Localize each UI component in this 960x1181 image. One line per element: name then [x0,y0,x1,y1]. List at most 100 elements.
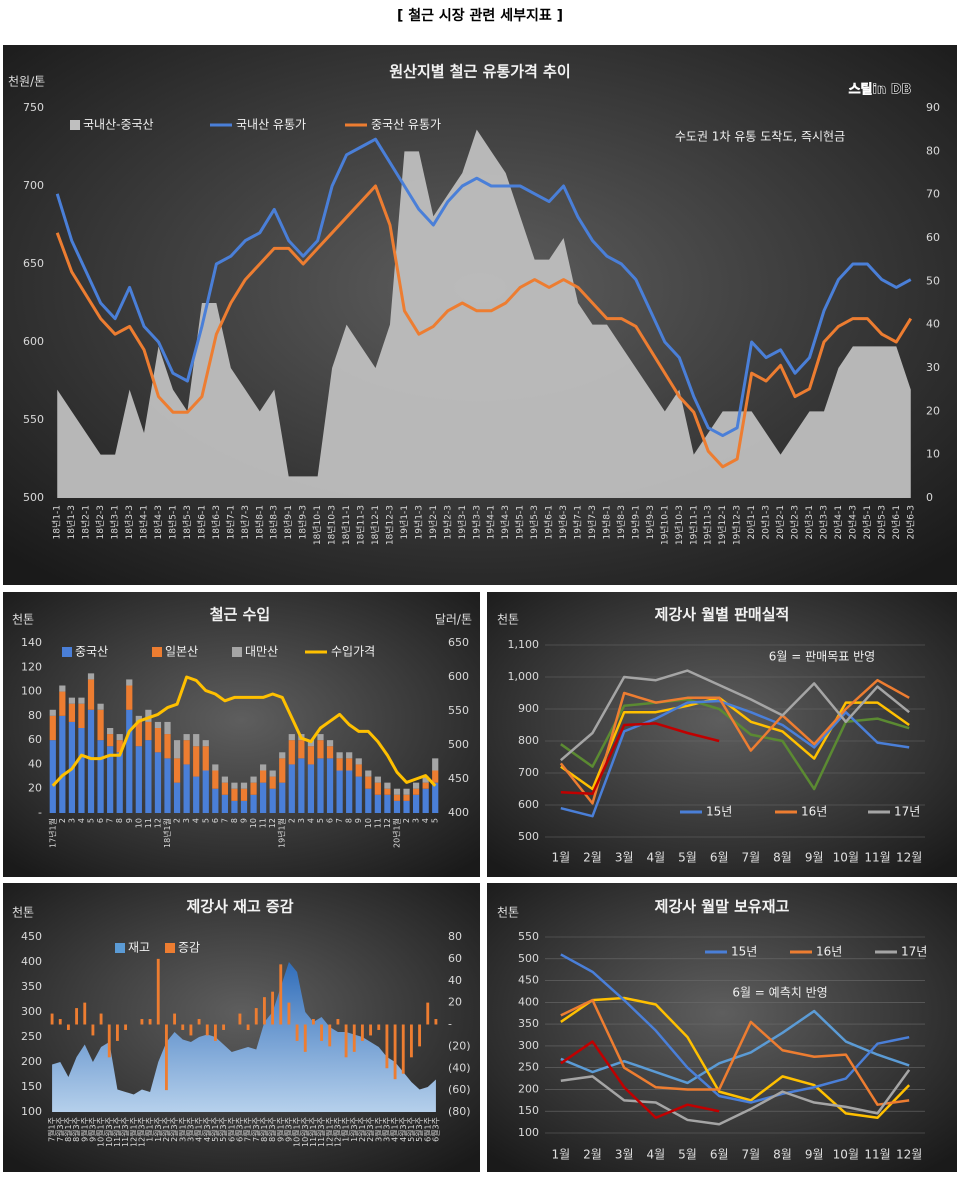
bar [68,697,76,704]
x-tick-label: 9 [240,818,249,823]
y2-tick-label: 30 [926,361,940,374]
x-tick-label: 9월3주 [283,1117,293,1142]
bar [107,734,114,747]
x-tick-label: 10월1주 [292,1117,302,1147]
x-tick-label: 12 [268,818,277,828]
annotation: 6월 = 판매목표 반영 [769,650,875,664]
bar [295,1024,299,1041]
bar [202,740,209,747]
bar [50,1013,54,1025]
x-tick-label: 10월3주 [104,1117,114,1147]
bar [97,740,104,813]
y-tick-label: 200 [518,1082,539,1095]
bar [87,709,95,813]
x-tick-label: 12월1주 [128,1117,138,1147]
x-tick-label: 8월 [773,851,792,865]
bar [126,679,133,686]
legend-marker [232,647,242,657]
y2-tick-label: 400 [448,806,469,819]
x-tick-label: 2월3주 [169,1117,179,1142]
bar [66,1024,70,1030]
x-tick-label: 20년3-3 [818,505,829,539]
bar [212,770,219,789]
x-tick-label: 18년3-1 [110,505,121,539]
bar [422,782,429,789]
x-tick-label: 18년5-3 [182,505,193,539]
y-tick-label: 600 [23,335,44,348]
y-tick-label: 350 [518,1017,539,1030]
y-tick-label: 300 [518,1039,539,1052]
bar [202,746,209,771]
y2-tick-label: 90 [926,101,940,114]
x-tick-label: 12월 [896,851,922,865]
bar [426,1002,430,1025]
y-tick-label: 100 [21,685,42,698]
x-tick-label: 4 [306,818,315,823]
x-tick-label: 20년2-1 [775,505,786,539]
bar [279,964,283,1025]
x-tick-label: 12 [153,818,162,828]
bar [432,758,439,771]
x-tick-label: 18년3-3 [124,505,135,539]
bar [183,734,190,741]
bar [250,794,257,813]
bar [288,764,295,813]
x-tick-label: 9월 [805,1148,824,1162]
x-tick-label: 18년10-1 [312,505,323,545]
x-tick-label: 4월3주 [398,1117,408,1142]
bar [336,1019,340,1025]
bar [240,782,248,789]
y-tick-label: 500 [518,830,539,843]
bar [164,758,171,813]
bar [403,800,410,813]
bar [99,1013,103,1025]
x-tick-label: 8월 [773,1148,792,1162]
bar [173,1013,177,1025]
x-tick-label: 8 [230,818,239,823]
x-tick-label: 18년12-1 [370,505,381,545]
bar [97,703,104,710]
y2-tick-label: 60 [926,231,940,244]
y-tick-label: 700 [23,179,44,192]
y-tick-label: 150 [518,1104,539,1117]
y-tick-label: 140 [21,636,42,649]
x-tick-label: 18년4-1 [139,505,150,539]
bar [78,703,85,728]
bar [384,794,391,813]
x-tick-label: 5월3주 [414,1117,424,1142]
bar [173,740,181,759]
y2-axis-label: 달러/톤 [435,613,472,627]
legend-label: 15년 [731,945,757,959]
y2-tick-label: 650 [448,636,469,649]
bar [307,746,315,765]
bar [326,758,334,813]
x-tick-label: 10 [364,818,373,828]
x-tick-label: 3 [297,818,306,823]
x-tick-label: 19년7-3 [587,505,598,539]
x-tick-label: 19년3-1 [457,505,468,539]
bar [173,782,181,813]
panel [487,883,957,1172]
bar [68,703,76,722]
bar [97,709,104,741]
bar [87,679,95,710]
bar [193,746,200,777]
legend-label: 16년 [801,805,827,819]
bar [164,734,171,759]
y-tick-label: 300 [21,1005,42,1018]
y-tick-label: 550 [518,930,539,943]
y-tick-label: 750 [23,101,44,114]
bar [385,1024,389,1069]
x-tick-label: 18년4-3 [153,505,164,539]
y2-tick-label: 40 [448,974,462,987]
x-tick-label: 6월1주 [422,1117,432,1142]
x-tick-label: 5 [316,818,325,823]
chart-title: 제강사 재고 증감 [186,898,293,916]
x-tick-label: 2월 [583,851,602,865]
y2-tick-label: 50 [926,274,940,287]
bar [221,782,228,795]
bar [374,794,381,813]
bar [307,764,315,813]
x-tick-label: 19년5-1 [515,505,526,539]
bar [355,758,362,765]
